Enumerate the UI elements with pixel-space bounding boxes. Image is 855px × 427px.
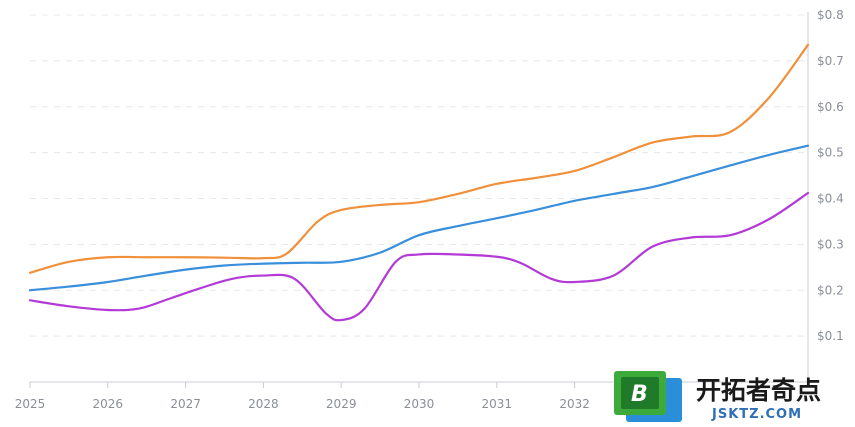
series-line-2	[28, 144, 810, 292]
x-tick-label: 2029	[326, 397, 357, 411]
series-line-1	[28, 43, 810, 274]
y-tick-label: $0.1	[817, 329, 844, 343]
axes	[30, 12, 809, 383]
logo-text-en: JSKTZ.COM	[711, 407, 802, 422]
y-tick-label: $0.3	[817, 237, 844, 251]
y-tick-label: $0.4	[817, 192, 844, 206]
logo-badge-letter: B	[631, 382, 648, 407]
y-tick-label: $0.6	[817, 100, 844, 114]
logo-text-cn: 开拓者奇点	[696, 376, 821, 405]
y-tick-label: $0.8	[817, 8, 844, 22]
x-tick-label: 2032	[559, 397, 590, 411]
series-lines	[28, 43, 810, 322]
watermark-logo: B 开拓者奇点 JSKTZ.COM	[614, 371, 821, 422]
series-line-3	[28, 191, 810, 322]
x-tick-label: 2027	[170, 397, 201, 411]
y-tick-label: $0.5	[817, 146, 844, 160]
y-axis-ticks: $0.1 $0.2 $0.3 $0.4 $0.5 $0.6 $0.7 $0.8	[817, 8, 844, 343]
y-tick-label: $0.2	[817, 283, 844, 297]
x-tick-label: 2026	[93, 397, 124, 411]
logo-badge-inner	[621, 377, 659, 409]
x-tick-label: 2031	[482, 397, 513, 411]
x-tick-label: 2025	[15, 397, 46, 411]
y-tick-label: $0.7	[817, 54, 844, 68]
x-axis-ticks: 2025 2026 2027 2028 2029 2030 2031 2032	[15, 382, 590, 411]
x-tick-label: 2030	[404, 397, 435, 411]
x-tick-label: 2028	[248, 397, 279, 411]
grid-lines	[30, 14, 808, 337]
